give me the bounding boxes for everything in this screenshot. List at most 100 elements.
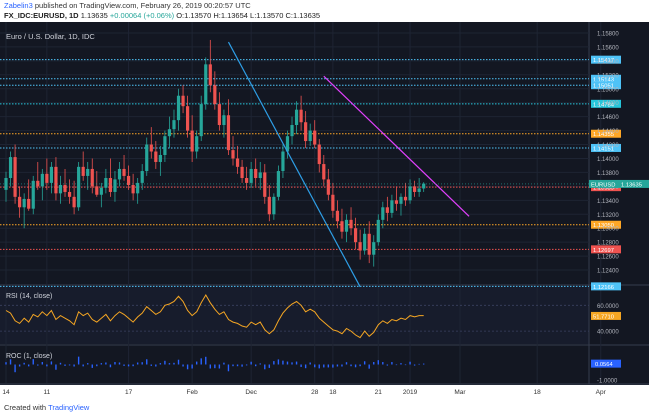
last-price: 1.13635 <box>80 11 108 20</box>
level-label: 1.14784 <box>593 102 615 108</box>
candle-body <box>63 184 67 192</box>
candle-body <box>231 150 235 159</box>
roc-bar <box>323 364 325 368</box>
main-chart-title: Euro / U.S. Dollar, 1D, IDC <box>6 32 95 41</box>
candle-body <box>136 182 140 194</box>
level-label-box <box>591 129 621 138</box>
last-price-symbol: EURUSD <box>591 182 615 188</box>
symbol-info: FX_IDC:EURUSD, 1D 1.13635 +0.00064 (+0.0… <box>4 11 320 20</box>
roc-bar <box>32 359 34 365</box>
roc-bar <box>409 361 411 365</box>
candle-body <box>36 180 40 187</box>
candle-body <box>54 166 58 194</box>
candle-body <box>172 120 176 130</box>
time-tick-label: Apr <box>596 389 607 396</box>
candle-body <box>126 175 131 185</box>
candle-body <box>13 157 17 197</box>
time-tick-label: Dec <box>245 389 257 396</box>
chart-header: Zabelin3 published on TradingView.com, F… <box>0 0 649 22</box>
roc-title: ROC (1, close) <box>6 353 52 360</box>
candle-body <box>245 178 249 183</box>
roc-bar <box>68 364 71 366</box>
candle-body <box>349 219 353 229</box>
candle-body <box>263 172 267 197</box>
roc-bar <box>132 364 134 367</box>
roc-bar <box>123 364 125 366</box>
author-link[interactable]: Zabelin3 <box>4 1 33 10</box>
candle-body <box>154 151 158 162</box>
roc-bar <box>245 364 248 366</box>
level-label-box <box>591 81 621 90</box>
trendlines[interactable] <box>227 41 470 288</box>
roc-bar <box>304 364 307 369</box>
candle-body <box>363 233 367 251</box>
roc-bar <box>309 362 311 365</box>
roc-bar <box>291 362 293 365</box>
chart-footer: Created with TradingView <box>0 401 649 415</box>
rsi-line <box>5 294 424 339</box>
candle-body <box>204 64 208 105</box>
candle-body <box>40 173 44 187</box>
candle-body <box>31 180 35 209</box>
roc-bar <box>37 364 39 366</box>
candle-body <box>208 64 212 86</box>
roc-bar <box>136 362 139 365</box>
candle-body <box>249 168 253 183</box>
level-label-box <box>591 74 621 83</box>
candle-body <box>90 168 94 187</box>
last-price-value: 1.13635 <box>621 182 642 188</box>
roc-bar <box>177 359 180 365</box>
candle-body <box>390 200 394 213</box>
price-tick-label: 1.14200 <box>597 143 619 149</box>
candle-body <box>290 125 294 137</box>
roc-bar <box>191 364 193 369</box>
time-axis-background <box>0 385 649 401</box>
roc-bar <box>236 364 239 367</box>
candle-body <box>340 221 344 232</box>
candle-body <box>81 166 85 176</box>
roc-bar <box>391 362 393 365</box>
roc-bar <box>182 364 184 367</box>
candle-body <box>199 104 203 137</box>
magenta-trendline[interactable] <box>323 75 470 217</box>
candle-body <box>86 168 90 176</box>
candle-body <box>108 178 113 192</box>
roc-bar <box>109 364 112 368</box>
roc-bar <box>173 362 175 365</box>
tradingview-logo-text[interactable]: TradingView <box>48 403 90 412</box>
roc-bar <box>354 364 357 368</box>
candle-body <box>394 200 399 204</box>
time-tick-label: Mar <box>454 389 466 396</box>
level-label-box <box>591 245 621 254</box>
price-tick-label: 1.15800 <box>597 31 619 37</box>
candle-body <box>27 198 31 209</box>
roc-bar <box>127 364 130 367</box>
roc-bar <box>386 364 389 366</box>
ohlc-values: O:1.13570 H:1.13654 L:1.13570 C:1.13635 <box>176 11 321 20</box>
roc-bar <box>218 364 221 369</box>
last-price-value-tag <box>619 179 649 188</box>
roc-bar <box>195 361 198 365</box>
roc-bar <box>23 362 25 365</box>
roc-bar <box>5 362 7 365</box>
candle-body <box>254 168 258 179</box>
price-axis[interactable]: 1.15800 1.15600 1.15400 1.15200 1.15000 1.148… <box>0 31 649 275</box>
roc-bar <box>300 364 302 367</box>
blue-trendline[interactable] <box>227 41 361 288</box>
roc-bar <box>155 364 157 367</box>
roc-bar <box>14 364 16 373</box>
roc-bar <box>77 356 80 365</box>
rsi-value: 51.7710 <box>593 314 614 320</box>
roc-bar <box>186 364 189 370</box>
roc-bar <box>373 362 375 365</box>
time-axis[interactable]: 21 Dec 17 2019 14 28 Feb 11 18 Mar 18 Apr <box>0 385 649 401</box>
roc-bar <box>200 358 202 365</box>
time-tick-label: 11 <box>43 389 50 396</box>
candle-body <box>422 183 426 189</box>
roc-bar <box>223 362 225 365</box>
price-tick-label: 1.15600 <box>597 45 619 51</box>
candle-body <box>322 164 326 180</box>
time-tick-label: 2019 <box>403 389 418 396</box>
